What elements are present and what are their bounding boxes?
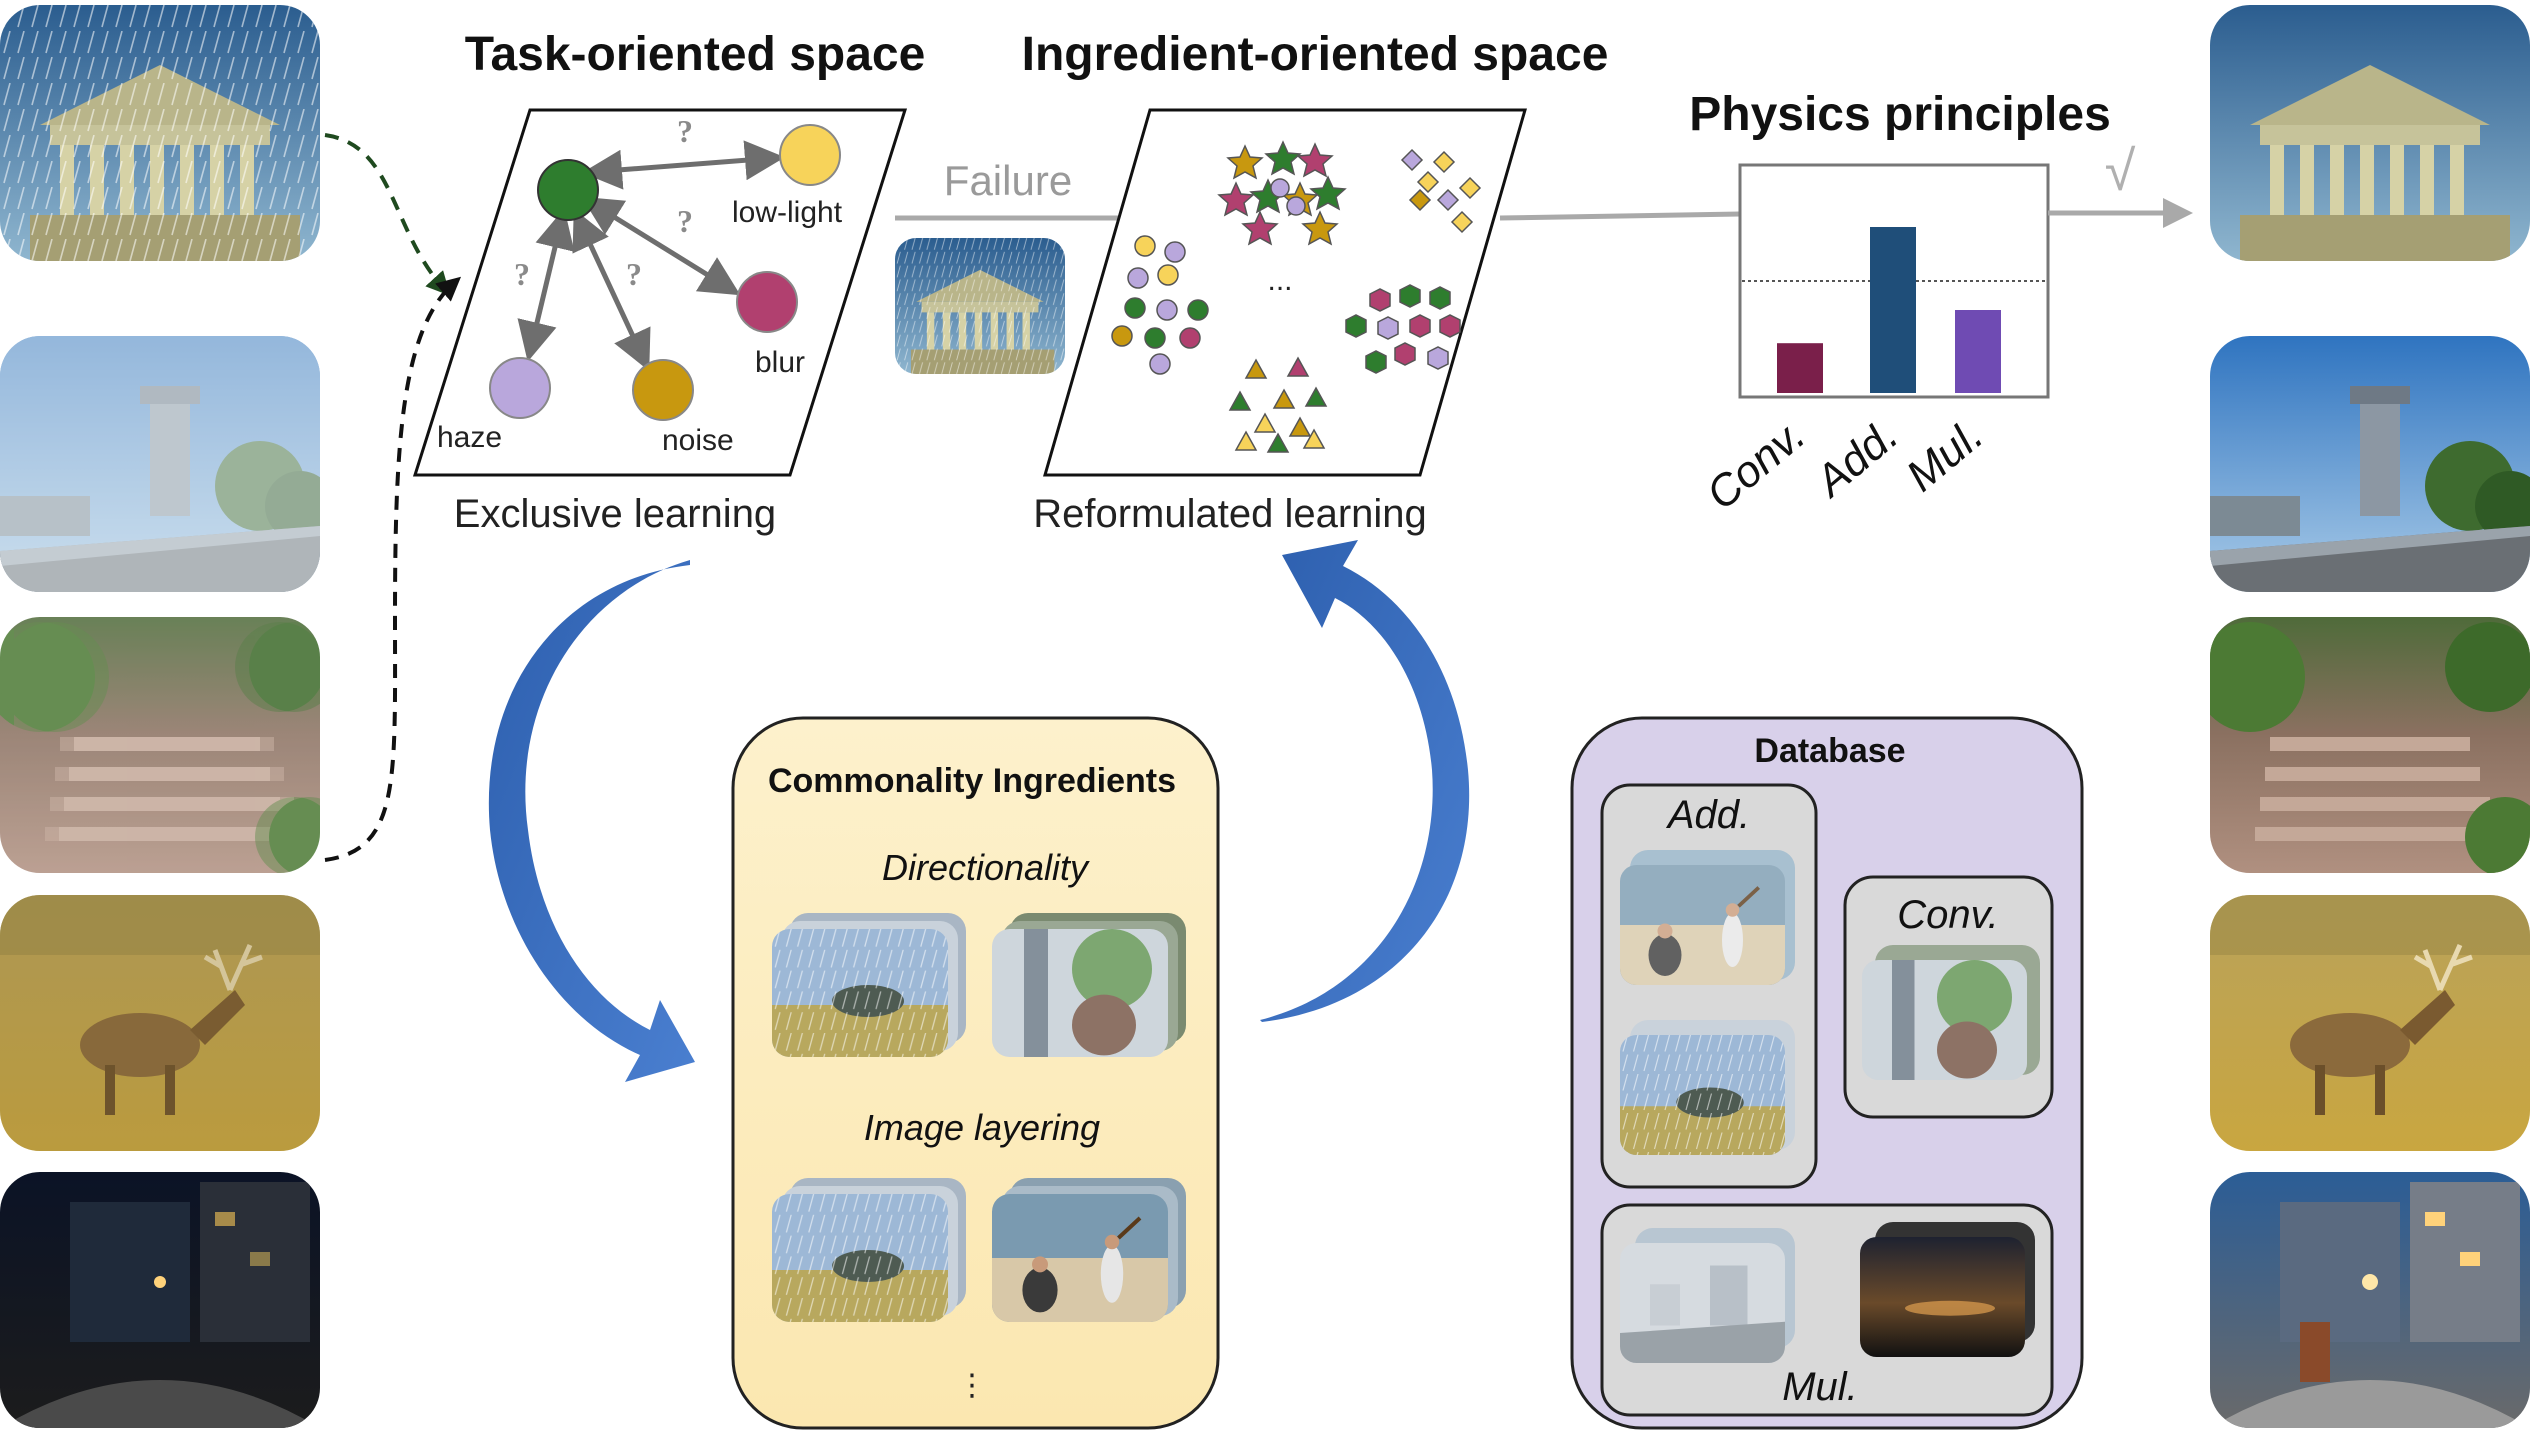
blurry-face-stack <box>992 929 1168 1057</box>
output-clear-city <box>2210 336 2530 592</box>
db-mul-sunset <box>1860 1237 2025 1357</box>
rainy-field-stack <box>772 929 948 1057</box>
failed-output-image <box>895 238 1065 374</box>
ingredient-to-physics-line <box>1499 211 1741 221</box>
curved-arrow-down <box>488 560 695 1082</box>
ingredient-space-title: Ingredient-oriented space <box>1022 28 1609 81</box>
database-label-conv: Conv. <box>1897 893 1999 937</box>
database-conv-images <box>1862 945 2040 1080</box>
task-node-center <box>537 159 599 221</box>
physics-chart: Conv.Add.Mul. <box>1697 163 2050 519</box>
task-node-low-light <box>779 124 841 186</box>
output-denoised-elk <box>2210 895 2530 1151</box>
rainy-field-layer-stack <box>772 1194 948 1322</box>
circle-cluster <box>1111 235 1209 375</box>
triangle-cluster <box>1228 356 1328 453</box>
database-title: Database <box>1754 732 1905 770</box>
question-mark-1: ? <box>677 113 693 149</box>
physics-tick-label: Conv. <box>1697 410 1814 519</box>
physics-tick-label: Mul. <box>1897 410 1992 501</box>
commonality-section-directionality: Directionality <box>882 847 1090 888</box>
input-rainy-temple <box>0 5 320 261</box>
question-mark-2: ? <box>677 203 693 239</box>
db-conv-blurface <box>1862 960 2027 1080</box>
failure-label: Failure <box>944 157 1072 204</box>
task-graph-edges <box>517 140 785 372</box>
commonality-vertical-ellipsis: ⋮ <box>957 1369 987 1402</box>
label-noise: noise <box>662 424 734 457</box>
input-lowlight-street <box>0 1172 320 1428</box>
db-mul-hazecity <box>1620 1243 1785 1363</box>
curved-arrow-up <box>1260 540 1470 1022</box>
physics-title: Physics principles <box>1689 88 2111 141</box>
output-clean-temple <box>2210 5 2530 261</box>
dashed-arrow-black <box>324 276 462 862</box>
input-noisy-elk <box>0 895 320 1151</box>
task-node-noise <box>632 359 694 421</box>
ingredient-ellipsis: ... <box>1267 264 1292 297</box>
physics-bar-mul <box>1955 310 2001 393</box>
task-node-blur <box>736 271 798 333</box>
label-haze: haze <box>437 421 502 454</box>
database-label-mul: Mul. <box>1782 1365 1858 1409</box>
db-add-baseball <box>1620 865 1785 985</box>
output-images <box>2210 5 2530 1428</box>
output-sharp-stairs <box>2210 617 2530 873</box>
output-enhanced-street <box>2210 1172 2530 1428</box>
question-mark-4: ? <box>626 256 642 292</box>
database-add-images <box>1620 850 1795 1155</box>
physics-tick-label: Add. <box>1804 410 1907 508</box>
task-node-haze <box>489 357 551 419</box>
baseball-layer-stack <box>992 1194 1168 1322</box>
commonality-title: Commonality Ingredients <box>768 762 1176 800</box>
dashed-arrow-green <box>324 133 451 296</box>
label-low-light: low-light <box>732 196 843 229</box>
input-hazy-city <box>0 336 320 592</box>
diamond-cluster <box>1400 148 1482 234</box>
ingredient-space-plane <box>1043 108 1527 477</box>
caption-exclusive-learning: Exclusive learning <box>454 492 776 536</box>
physics-bar-add <box>1870 227 1916 393</box>
db-add-rain-field <box>1620 1035 1785 1155</box>
physics-bar-conv <box>1777 343 1823 393</box>
input-blurry-stairs <box>0 617 320 873</box>
hexagon-cluster <box>1345 284 1461 374</box>
star-cluster <box>1217 140 1347 246</box>
caption-reformulated-learning: Reformulated learning <box>1033 492 1427 536</box>
database-label-add: Add. <box>1666 793 1750 837</box>
label-blur: blur <box>755 346 805 379</box>
question-mark-3: ? <box>514 256 530 292</box>
task-space-title: Task-oriented space <box>465 28 926 81</box>
input-images <box>0 5 320 1428</box>
layering-images <box>772 1178 1186 1322</box>
database-mul-images <box>1620 1222 2035 1363</box>
directionality-images <box>772 913 1186 1057</box>
ingredient-clusters: ... <box>1111 140 1482 453</box>
success-checkmark: √ <box>2105 139 2136 202</box>
commonality-section-layering: Image layering <box>864 1107 1100 1148</box>
